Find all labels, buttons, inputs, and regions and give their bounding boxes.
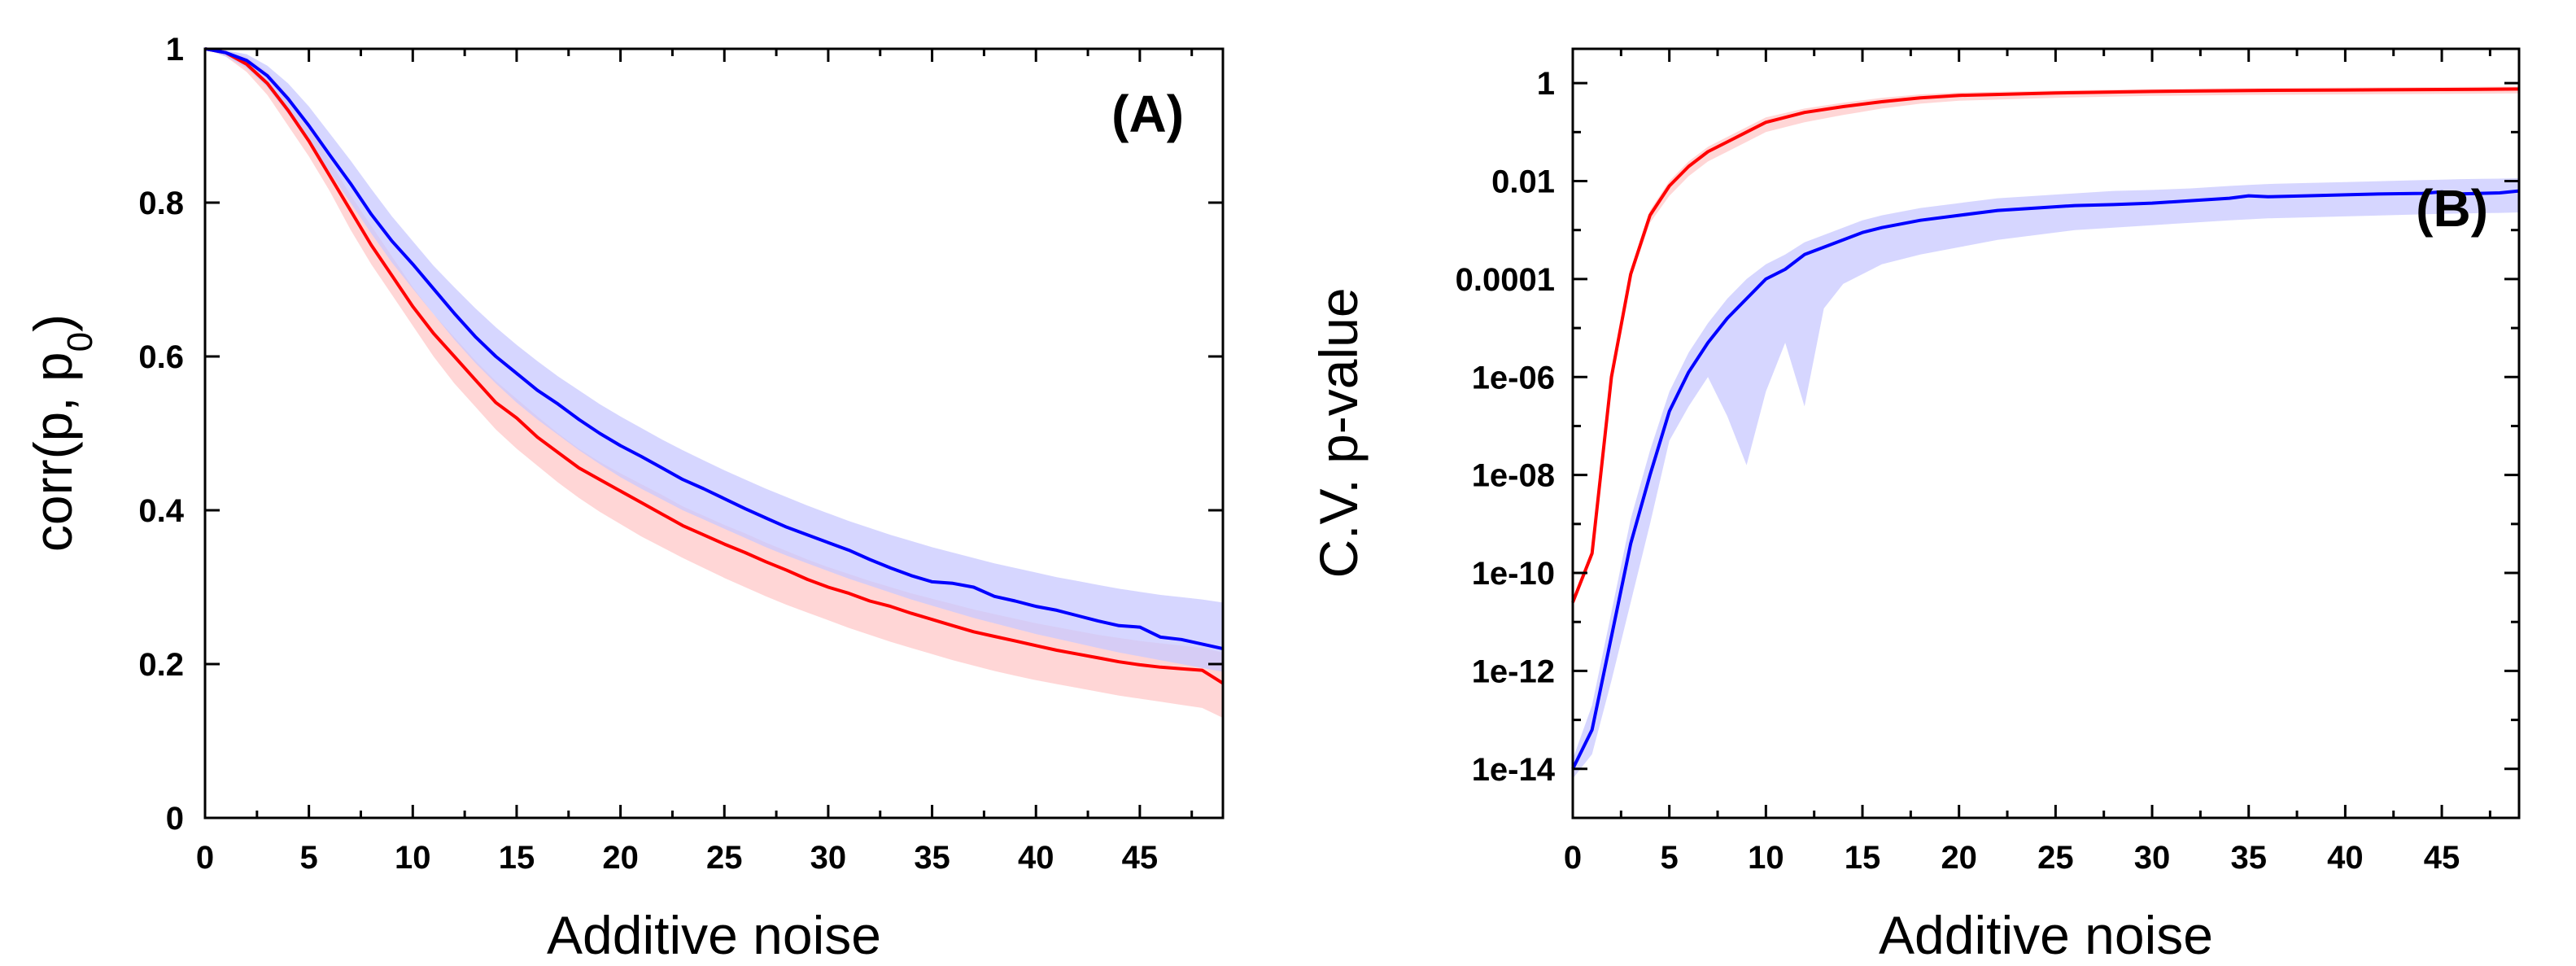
y-axis-title-close: )	[23, 314, 83, 332]
y-axis-title-main: corr(p, p	[23, 352, 83, 552]
panel-b-pvalue-chart: 0 5 10 15 20 25 30 35 40 45 1 0.01 0.0001 1e-06 1e-08 1…	[1308, 47, 2521, 965]
y-tick-label: 0.6	[138, 339, 184, 375]
y-tick-label: 0	[166, 801, 184, 837]
x-tick-label: 15	[1845, 840, 1881, 876]
y-tick-label: 0.2	[138, 647, 184, 683]
y-tick-label: 1e-06	[1472, 360, 1555, 396]
x-tick-label: 0	[1564, 840, 1582, 876]
y-axis-title: corr(p, p0)	[23, 314, 100, 552]
series-2-line	[204, 47, 1224, 651]
y-tick-label: 0.4	[138, 493, 184, 529]
y-tick-label: 1	[166, 32, 184, 68]
series-2-band	[1573, 177, 2519, 779]
x-tick-label: 45	[2424, 840, 2460, 876]
x-tick-label: 10	[1748, 840, 1784, 876]
y-tick-label: 1e-08	[1472, 458, 1555, 494]
x-tick-label: 20	[602, 840, 639, 876]
x-axis-title: Additive noise	[1879, 905, 2213, 965]
panel-a-corr-chart: 0 5 10 15 20 25 30 35 40 45 0 0.2 0.4 0.6 0.8 1 Additive…	[23, 32, 1225, 965]
x-tick-label: 10	[395, 840, 431, 876]
y-tick-label: 1e-12	[1472, 653, 1555, 689]
x-tick-label: 40	[1018, 840, 1054, 876]
series-1-line	[1571, 87, 2520, 603]
x-tick-label: 30	[2134, 840, 2171, 876]
x-tick-label: 30	[810, 840, 847, 876]
panel-label-b: (B)	[2416, 179, 2488, 238]
series-1-line	[204, 47, 1225, 685]
y-tick-label: 1	[1537, 66, 1555, 102]
x-axis-title: Additive noise	[547, 905, 881, 965]
x-tick-label: 35	[914, 840, 950, 876]
y-axis-title: C.V. p-value	[1308, 287, 1369, 578]
plot-frame	[203, 47, 1225, 820]
y-tick-label: 1e-14	[1472, 752, 1556, 788]
x-tick-label: 25	[2037, 840, 2074, 876]
x-tick-label: 0	[196, 840, 214, 876]
y-tick-label: 0.0001	[1456, 262, 1555, 298]
x-tick-label: 15	[499, 840, 535, 876]
series-2-band	[205, 49, 1223, 672]
series-2-line	[1571, 189, 2520, 770]
y-axis-title-subscript: 0	[60, 332, 100, 352]
panel-label-a: (A)	[1111, 85, 1184, 143]
y-tick-label: 0.01	[1491, 164, 1555, 200]
x-tick-label: 45	[1122, 840, 1159, 876]
x-tick-label: 35	[2230, 840, 2267, 876]
plot-frame	[1571, 47, 2521, 820]
x-tick-label: 40	[2327, 840, 2364, 876]
x-tick-label: 25	[706, 840, 743, 876]
y-tick-label: 0.8	[138, 186, 184, 221]
x-tick-label: 5	[1661, 840, 1679, 876]
x-tick-label: 20	[1941, 840, 1977, 876]
x-tick-label: 5	[300, 840, 318, 876]
y-tick-label: 1e-10	[1472, 556, 1555, 592]
